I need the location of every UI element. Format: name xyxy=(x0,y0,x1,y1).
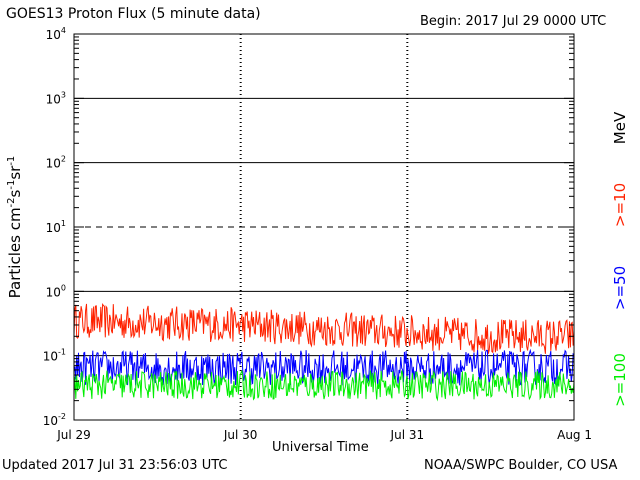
series-line-2 xyxy=(73,370,575,402)
series-line-1 xyxy=(73,348,575,386)
y-tick-label: 104 xyxy=(46,26,66,42)
y-axis-label: Particles cm-2s-1sr-1 xyxy=(6,156,24,299)
begin-time: Begin: 2017 Jul 29 0000 UTC xyxy=(420,14,607,29)
legend-label-0: >=10 xyxy=(611,183,629,227)
y-tick-label: 101 xyxy=(46,219,66,235)
x-tick-label: Aug 1 xyxy=(557,428,592,442)
chart-title: GOES13 Proton Flux (5 minute data) xyxy=(6,6,261,22)
y-tick-label: 100 xyxy=(46,283,66,299)
y-tick-label: 10-2 xyxy=(43,412,66,428)
series-line-0 xyxy=(73,302,575,354)
legend-label-1: >=50 xyxy=(611,266,629,310)
y-tick-label: 10-1 xyxy=(43,348,66,364)
unit-label: MeV xyxy=(611,111,629,144)
legend-label-2: >=100 xyxy=(611,353,629,407)
plot-frame xyxy=(73,33,575,421)
x-axis-label: Universal Time xyxy=(272,440,369,455)
y-tick-label: 102 xyxy=(46,155,66,171)
y-tick-label: 103 xyxy=(46,90,66,106)
x-tick-label: Jul 29 xyxy=(56,428,91,442)
updated-time: Updated 2017 Jul 31 23:56:03 UTC xyxy=(2,458,228,473)
x-tick-label: Jul 30 xyxy=(223,428,258,442)
credit-text: NOAA/SWPC Boulder, CO USA xyxy=(424,458,618,473)
x-tick-label: Jul 31 xyxy=(390,428,425,442)
